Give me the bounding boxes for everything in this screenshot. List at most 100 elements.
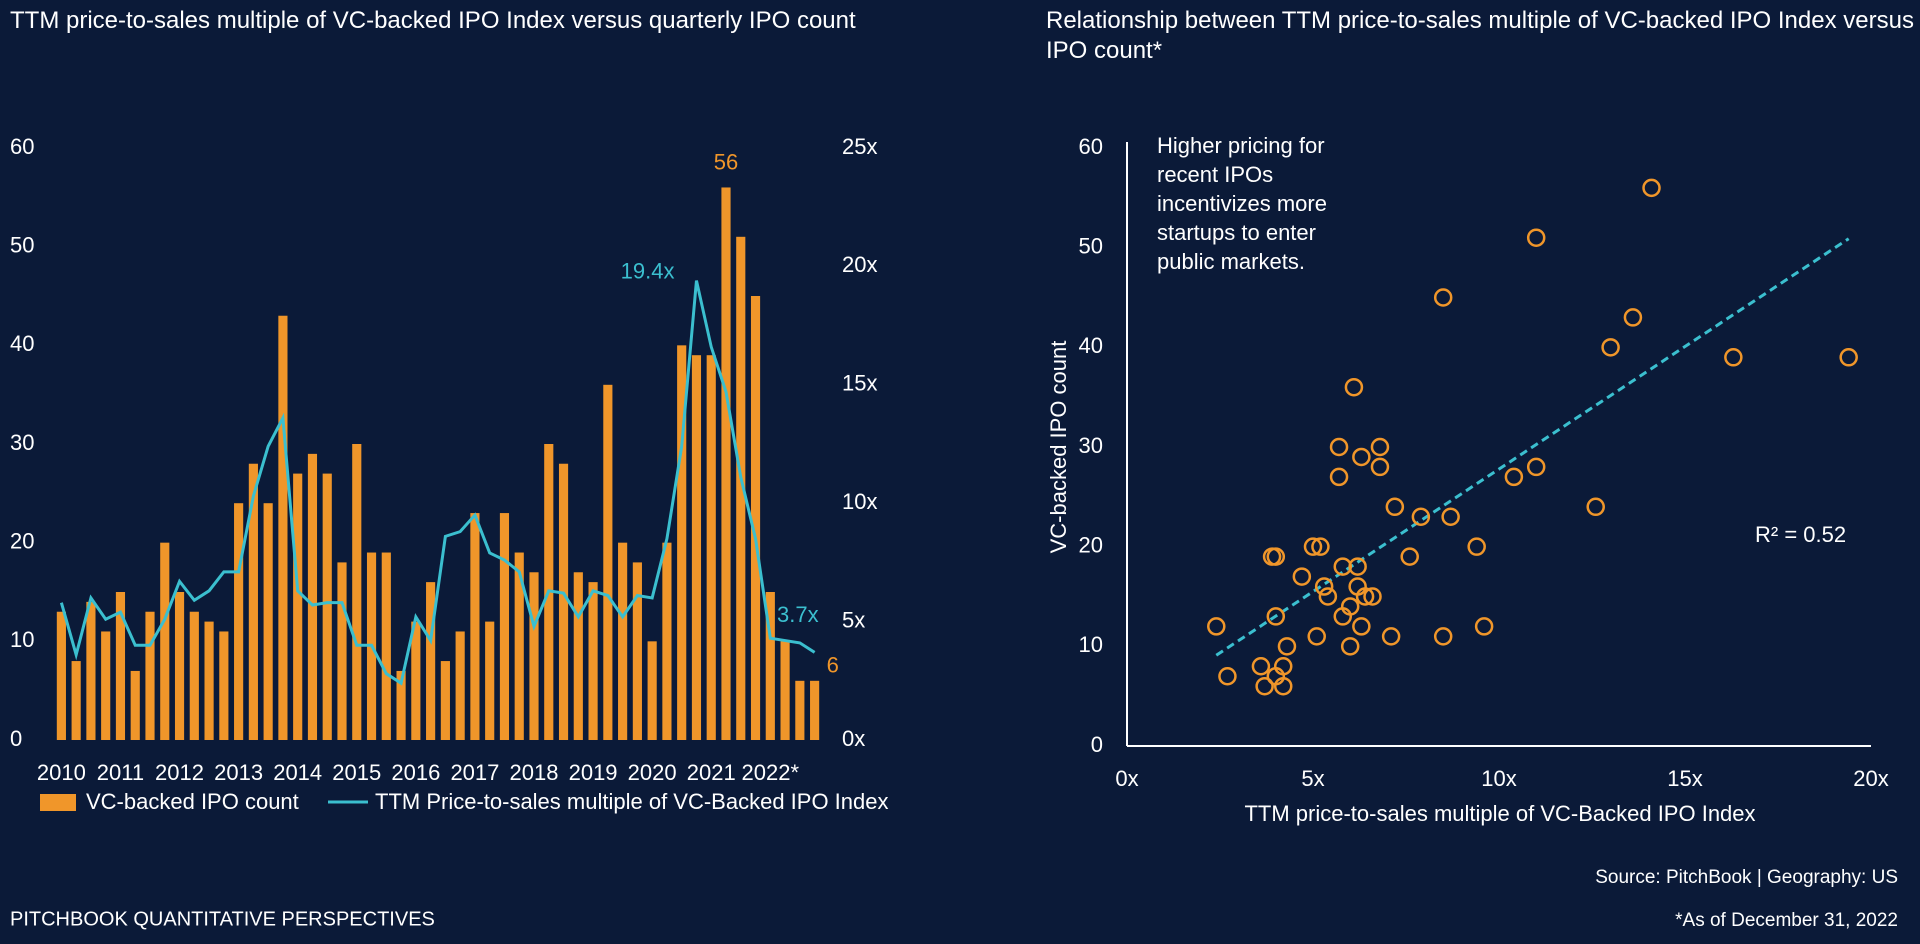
x-tick-label: 15x xyxy=(1667,766,1702,791)
bar xyxy=(588,582,598,740)
bar xyxy=(160,542,170,740)
bar xyxy=(71,661,81,740)
bar xyxy=(573,572,583,740)
bar xyxy=(736,236,746,741)
point xyxy=(1251,657,1271,676)
point xyxy=(1303,537,1323,556)
y2-tick-label: 20x xyxy=(842,252,877,277)
bar xyxy=(810,680,820,740)
bar xyxy=(263,503,273,740)
x-tick-label: 2018 xyxy=(510,760,559,785)
point xyxy=(1381,627,1401,646)
y2-tick-label: 0x xyxy=(842,726,865,751)
bar xyxy=(56,611,66,740)
point xyxy=(1586,497,1605,517)
point xyxy=(1348,557,1367,576)
bar xyxy=(174,592,185,740)
bar xyxy=(499,513,510,740)
x-tick-label: 2015 xyxy=(332,760,381,785)
point xyxy=(1623,308,1643,327)
y-tick-label: 40 xyxy=(1079,333,1103,358)
bar xyxy=(130,670,140,740)
bar xyxy=(721,187,731,740)
bar xyxy=(632,562,642,740)
point xyxy=(1370,457,1390,477)
point xyxy=(1467,537,1486,556)
y2-tick-label: 10x xyxy=(842,489,877,514)
bar xyxy=(381,552,391,740)
y-tick-label: 60 xyxy=(1079,134,1103,159)
bar xyxy=(780,641,790,740)
y-tick-label: 20 xyxy=(10,528,34,553)
point xyxy=(1344,377,1364,397)
point xyxy=(1724,348,1743,367)
bar xyxy=(115,592,126,740)
bar xyxy=(750,296,761,740)
annotation: startups to enter xyxy=(1157,220,1316,245)
x-tick-label: 2014 xyxy=(273,760,322,785)
point xyxy=(1363,587,1382,606)
point xyxy=(1474,617,1494,636)
point xyxy=(1340,637,1360,656)
legend-label: TTM Price-to-sales multiple of VC-Backed… xyxy=(375,789,889,814)
y2-tick-label: 15x xyxy=(842,371,877,396)
point xyxy=(1340,597,1360,616)
x-tick-label: 10x xyxy=(1481,766,1516,791)
y-tick-label: 30 xyxy=(1079,433,1103,458)
point xyxy=(1329,467,1349,487)
bar xyxy=(278,315,288,740)
bar xyxy=(765,592,775,740)
point xyxy=(1504,467,1524,487)
point xyxy=(1207,617,1226,636)
x-tick-label: 2022* xyxy=(742,760,800,785)
chart-title: TTM price-to-sales multiple of VC-backed… xyxy=(10,7,856,34)
x-tick-label: 0x xyxy=(1115,766,1138,791)
y-tick-label: 10 xyxy=(1079,632,1103,657)
legend-swatch xyxy=(40,794,76,811)
x-tick-label: 2017 xyxy=(450,760,499,785)
point xyxy=(1526,228,1546,247)
y-tick-label: 40 xyxy=(10,331,34,356)
bar xyxy=(189,611,199,740)
bar-value-label: 6 xyxy=(827,653,839,678)
x-tick-label: 2012 xyxy=(155,760,204,785)
point xyxy=(1218,666,1237,686)
line xyxy=(59,280,816,686)
point xyxy=(1266,547,1286,566)
y2-tick-label: 5x xyxy=(842,607,865,632)
point xyxy=(1311,537,1330,556)
bar xyxy=(677,345,687,740)
x-tick-label: 2019 xyxy=(569,760,618,785)
bar-value-label: 56 xyxy=(714,149,738,174)
x-tick-label: 2016 xyxy=(391,760,440,785)
bar xyxy=(455,631,465,740)
bar xyxy=(795,680,805,740)
point xyxy=(1292,567,1312,586)
x-tick-label: 2010 xyxy=(37,760,86,785)
point xyxy=(1352,617,1371,636)
point xyxy=(1601,338,1620,357)
bar xyxy=(618,542,628,740)
bar xyxy=(662,542,672,740)
y-axis-label: VC-backed IPO count xyxy=(1046,341,1071,554)
point xyxy=(1839,348,1858,367)
bar xyxy=(248,463,258,740)
point xyxy=(1277,637,1297,656)
bar xyxy=(706,355,716,740)
bar xyxy=(101,631,111,740)
source: Source: PitchBook | Geography: US xyxy=(1595,867,1898,888)
x-axis-label: TTM price-to-sales multiple of VC-Backed… xyxy=(1244,801,1755,826)
y-tick-label: 60 xyxy=(10,134,34,159)
point xyxy=(1433,627,1453,646)
point xyxy=(1400,547,1419,566)
bar xyxy=(204,621,214,740)
point xyxy=(1255,676,1274,696)
bar xyxy=(514,552,524,740)
point xyxy=(1273,657,1293,676)
bar xyxy=(485,621,495,740)
point xyxy=(1411,507,1431,527)
point xyxy=(1642,178,1661,198)
bar xyxy=(352,444,362,740)
